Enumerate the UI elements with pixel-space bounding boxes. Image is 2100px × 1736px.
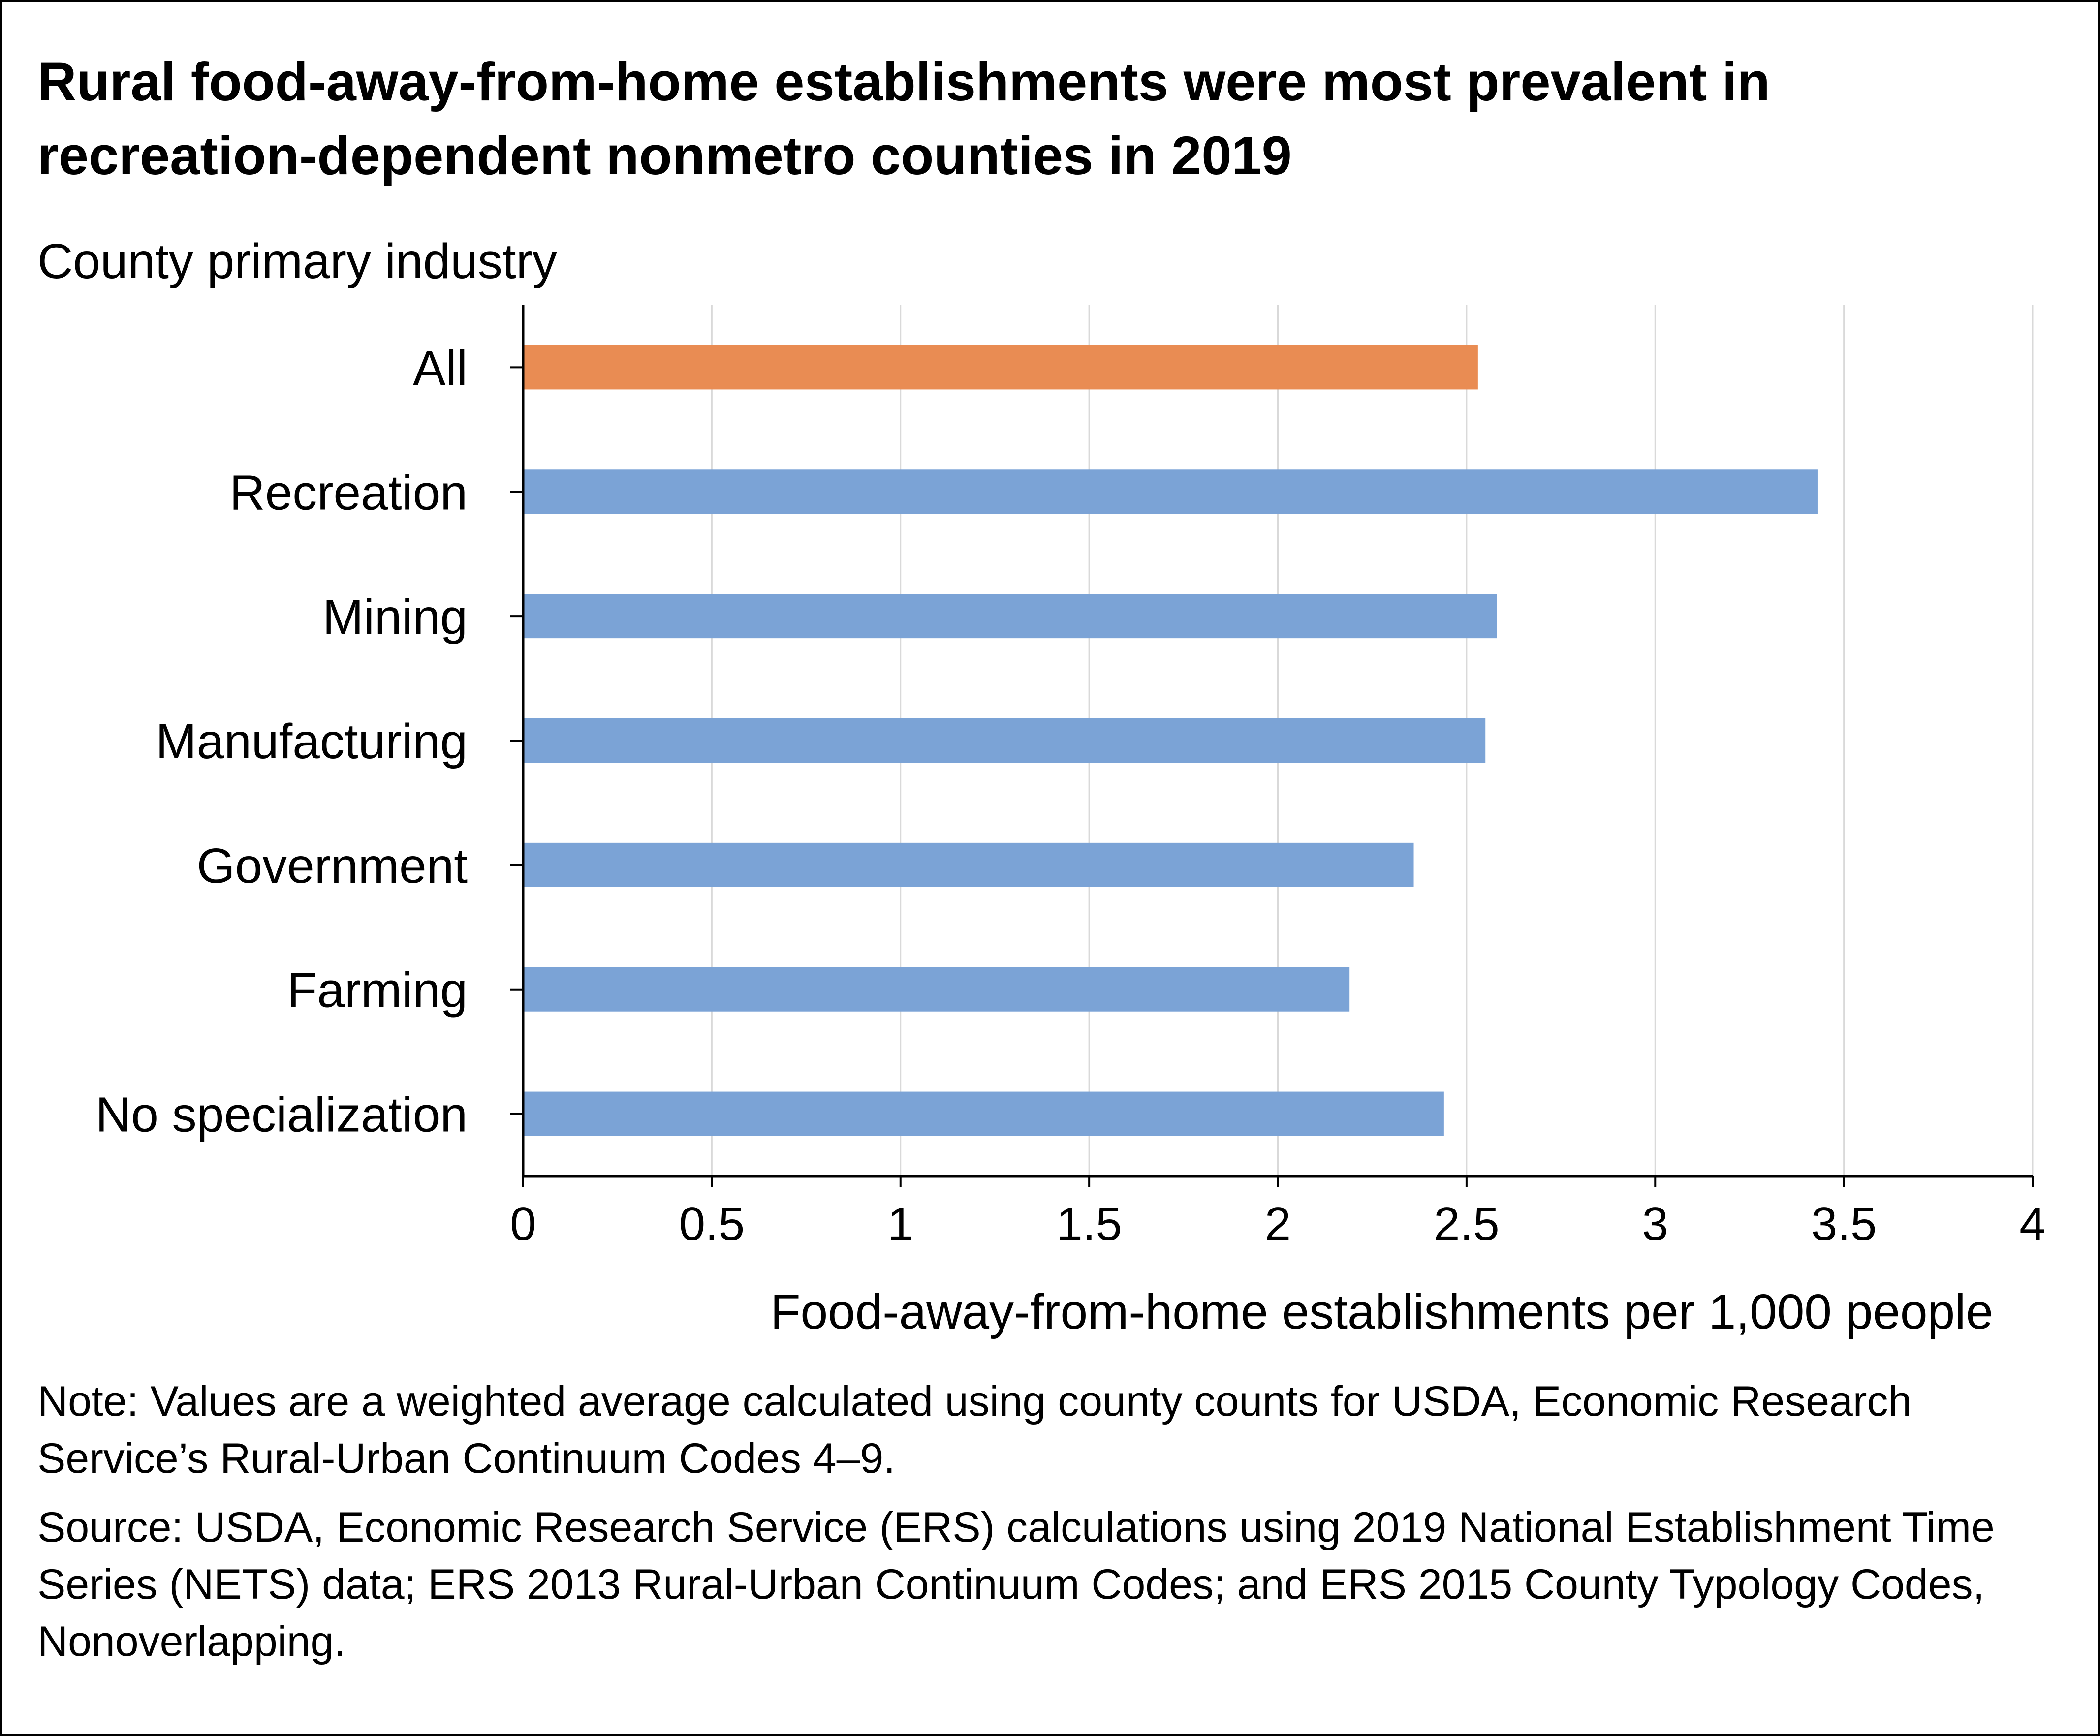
category-label: Government	[197, 838, 468, 894]
x-tick-label: 3	[1642, 1198, 1668, 1250]
x-tick-label: 2	[1265, 1198, 1291, 1250]
x-tick-label: 1.5	[1056, 1198, 1122, 1250]
x-tick-label: 0.5	[679, 1198, 745, 1250]
category-label: No specialization	[95, 1087, 468, 1143]
bar-recreation	[523, 469, 1818, 514]
bar-government	[523, 842, 1414, 887]
bar-all	[523, 345, 1478, 390]
x-tick-label: 3.5	[1811, 1198, 1877, 1250]
y-axis-title: County primary industry	[37, 234, 557, 289]
category-label: Farming	[287, 963, 468, 1018]
bar-no-specialization	[523, 1091, 1444, 1136]
category-label: Manufacturing	[156, 714, 468, 769]
bars	[523, 345, 1818, 1136]
category-label: Recreation	[229, 465, 468, 520]
labels: 0 0.5 1 1.5 2 2.5 3 3.5 4 All Recreation Mining Manu…	[95, 341, 2046, 1339]
x-tick-label: 2.5	[1434, 1198, 1499, 1250]
axes	[510, 305, 2034, 1187]
bar-farming	[523, 967, 1350, 1012]
chart-title: Rural food-away-from-home establishments…	[37, 52, 1770, 186]
bar-chart: 0 0.5 1 1.5 2 2.5 3 3.5 4 All Recreation Mining Manu…	[95, 305, 2046, 1339]
footnotes: Note: Values are a weighted average calc…	[37, 1373, 2065, 1682]
bar-mining	[523, 594, 1497, 639]
x-tick-label: 4	[2019, 1198, 2045, 1250]
category-label: All	[413, 341, 468, 396]
x-axis-title: Food-away-from-home establishments per 1…	[770, 1284, 1993, 1339]
category-label: Mining	[322, 589, 468, 645]
source-text: Source: USDA, Economic Research Service …	[37, 1504, 1995, 1665]
note-text: Note: Values are a weighted average calc…	[37, 1378, 1912, 1482]
bar-manufacturing	[523, 718, 1486, 763]
x-tick-label: 0	[510, 1198, 536, 1250]
x-tick-label: 1	[887, 1198, 913, 1250]
